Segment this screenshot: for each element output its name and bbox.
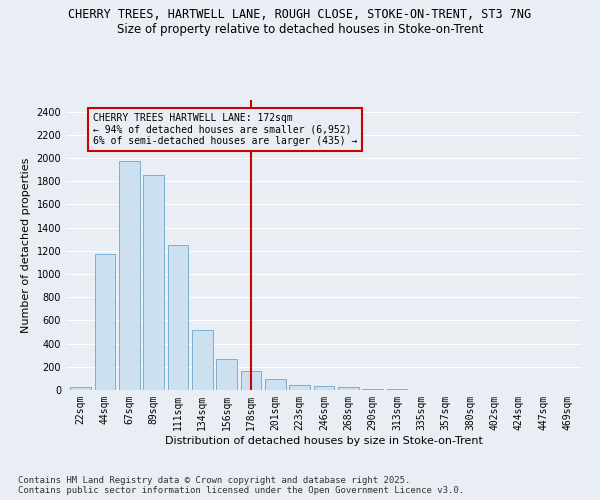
Bar: [314, 386, 334, 390]
Bar: [167, 245, 188, 390]
Text: CHERRY TREES HARTWELL LANE: 172sqm
← 94% of detached houses are smaller (6,952)
: CHERRY TREES HARTWELL LANE: 172sqm ← 94%…: [93, 113, 357, 146]
X-axis label: Distribution of detached houses by size in Stoke-on-Trent: Distribution of detached houses by size …: [165, 436, 483, 446]
Text: Contains HM Land Registry data © Crown copyright and database right 2025.
Contai: Contains HM Land Registry data © Crown c…: [18, 476, 464, 495]
Bar: [119, 161, 140, 390]
Bar: [192, 330, 212, 390]
Bar: [143, 176, 164, 390]
Text: CHERRY TREES, HARTWELL LANE, ROUGH CLOSE, STOKE-ON-TRENT, ST3 7NG: CHERRY TREES, HARTWELL LANE, ROUGH CLOSE…: [68, 8, 532, 20]
Bar: [216, 358, 237, 390]
Text: Size of property relative to detached houses in Stoke-on-Trent: Size of property relative to detached ho…: [117, 22, 483, 36]
Bar: [70, 387, 91, 390]
Bar: [241, 372, 262, 390]
Y-axis label: Number of detached properties: Number of detached properties: [21, 158, 31, 332]
Bar: [289, 385, 310, 390]
Bar: [95, 254, 115, 390]
Bar: [362, 389, 383, 390]
Bar: [338, 387, 359, 390]
Bar: [265, 379, 286, 390]
